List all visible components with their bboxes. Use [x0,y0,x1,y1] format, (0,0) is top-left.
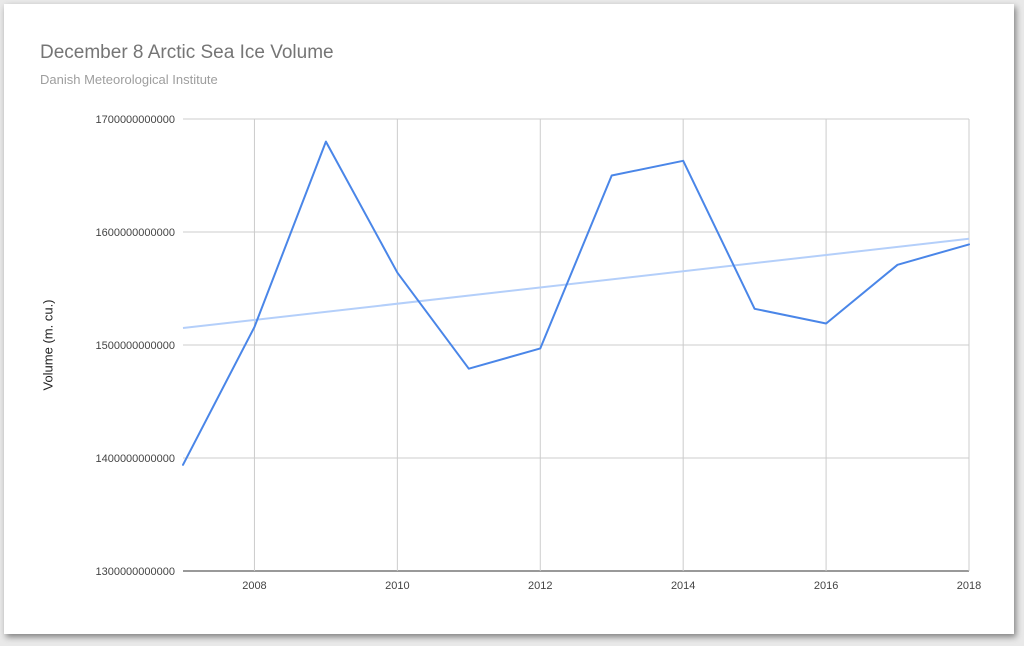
series-line [182,140,970,466]
chart-subtitle: Danish Meteorological Institute [40,72,218,87]
x-tick-label: 2014 [671,580,695,592]
x-tick-label: 2018 [957,580,981,592]
chart-title: December 8 Arctic Sea Ice Volume [40,42,334,63]
y-tick-label: 1600000000000 [95,227,175,239]
x-tick-label: 2016 [814,580,838,592]
chart-card [4,4,1014,634]
trendline [182,237,970,330]
x-tick-label: 2008 [242,580,266,592]
x-tick-label: 2012 [528,580,552,592]
x-tick-label: 2010 [385,580,409,592]
y-tick-label: 1500000000000 [95,340,175,352]
y-tick-label: 1300000000000 [95,566,175,578]
y-tick-label: 1400000000000 [95,453,175,465]
y-tick-label: 1700000000000 [95,114,175,126]
